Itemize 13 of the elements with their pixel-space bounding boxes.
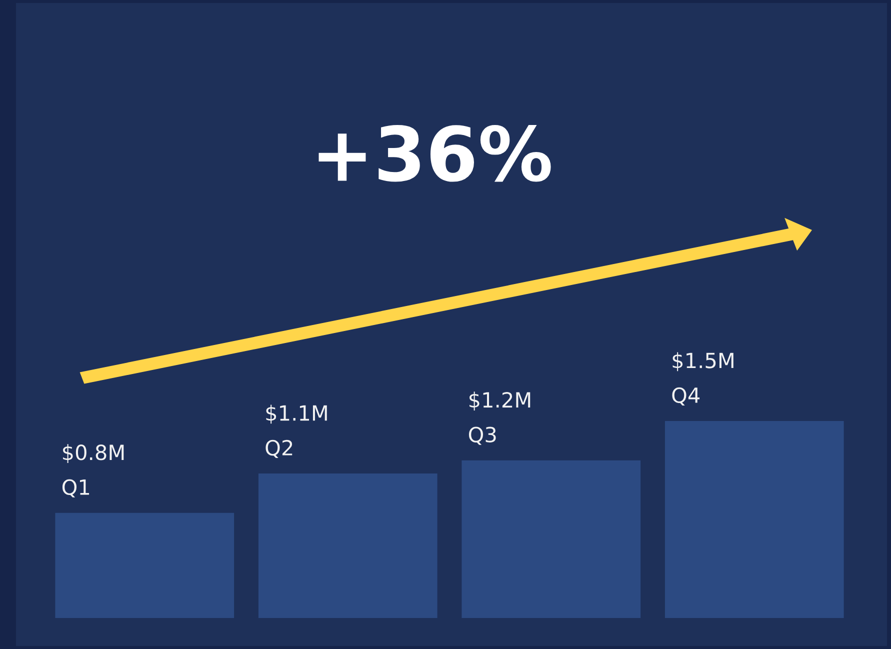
x-tick-label: Q3 <box>468 426 496 445</box>
data-label: $1.2M <box>470 392 530 411</box>
data-label: $0.8M <box>63 444 124 464</box>
bar <box>664 421 844 618</box>
x-tick-label: Q4 <box>672 387 700 406</box>
data-label: $1.1M <box>266 404 327 424</box>
x-tick-label: Q2 <box>266 440 292 458</box>
x-tick-label: Q1 <box>62 479 90 498</box>
chart-title: +36% <box>318 125 551 182</box>
bar <box>55 512 234 618</box>
data-label: $1.5M <box>672 352 734 372</box>
bar <box>258 474 438 618</box>
bar <box>462 460 641 618</box>
